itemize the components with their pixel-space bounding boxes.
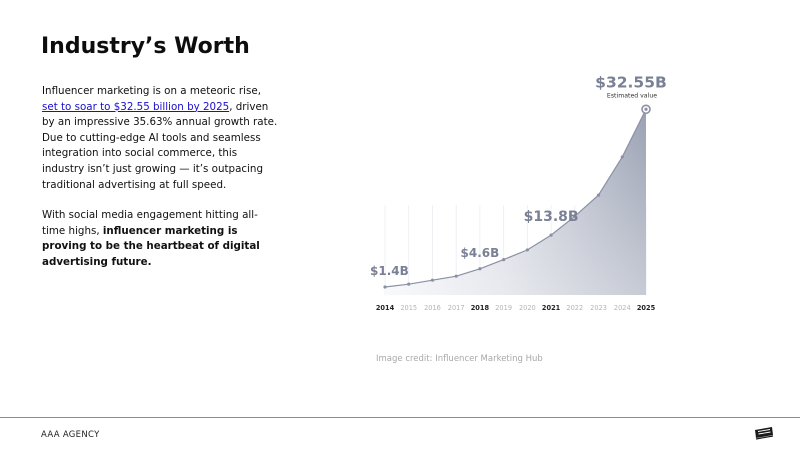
paragraph-engagement-intro: With social media engagement hitting all…	[42, 209, 258, 237]
value-annotation: $13.8B	[524, 209, 579, 225]
slide-title: Industry’s Worth	[41, 34, 250, 59]
paragraph-growth-rest: , driven by an impressive 35.63% annual …	[42, 100, 278, 191]
area-fade	[385, 109, 646, 295]
x-tick-label: 2024	[614, 304, 631, 312]
data-point	[383, 285, 387, 289]
data-point	[596, 193, 601, 197]
x-tick-label: 2017	[448, 304, 465, 312]
market-growth-chart: 2014 2015 2016 2017 2018 2019 2020 2021 2022 2023…	[370, 73, 667, 312]
series-line	[384, 109, 647, 288]
data-point	[620, 155, 624, 159]
data-point	[573, 214, 577, 218]
image-credit: Image credit: Influencer Marketing Hub	[376, 354, 543, 364]
x-tick-label: 2020	[519, 304, 536, 312]
data-point	[407, 282, 411, 286]
data-point	[478, 267, 482, 271]
data-point	[502, 258, 506, 262]
data-point	[430, 278, 435, 282]
x-tick-label: 2018	[471, 304, 490, 312]
market-size-link[interactable]: set to soar to $32.55 billion by 2025	[42, 100, 230, 113]
data-point	[525, 248, 529, 252]
x-tick-label: 2019	[495, 304, 512, 312]
x-tick-label: 2021	[542, 304, 561, 312]
value-annotation-sublabel: Estimated value	[607, 92, 657, 99]
footer-agency-name: AAA AGENCY	[41, 430, 100, 440]
data-point	[644, 107, 648, 111]
paragraph-growth-intro: Influencer marketing is on a meteoric ri…	[42, 85, 261, 97]
x-tick-label: 2023	[590, 304, 607, 312]
x-tick-label: 2022	[566, 304, 583, 312]
brand-logo-icon	[755, 427, 774, 440]
value-annotation: $4.6B	[461, 246, 500, 260]
paragraph-engagement-highlight: influencer marketing is proving to be th…	[42, 224, 260, 268]
value-annotation: $1.4B	[370, 264, 409, 278]
data-point	[454, 274, 458, 278]
x-tick-label: 2025	[637, 304, 656, 312]
value-annotation: $32.55B	[595, 73, 667, 91]
paragraph-growth: Influencer marketing is on a meteoric ri…	[42, 84, 278, 193]
body-text: Influencer marketing is on a meteoric ri…	[42, 84, 278, 286]
footer-divider	[0, 417, 800, 418]
x-tick-label: 2014	[376, 304, 395, 312]
x-tick-label: 2015	[400, 304, 417, 312]
paragraph-engagement: With social media engagement hitting all…	[42, 208, 278, 270]
x-tick-label: 2016	[424, 304, 441, 312]
data-point	[549, 233, 553, 237]
